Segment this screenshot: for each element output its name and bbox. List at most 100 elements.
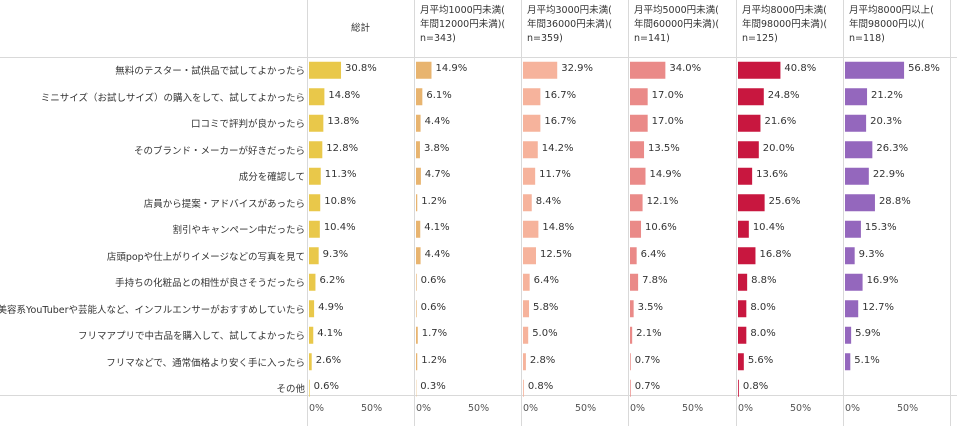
column-header-line: 年間98000円未満)(	[742, 18, 827, 32]
x-tick-label: 0%	[630, 403, 645, 414]
bar	[309, 194, 320, 211]
data-label: 17.0%	[652, 90, 684, 101]
data-label: 20.0%	[763, 143, 795, 154]
data-label: 14.8%	[542, 222, 574, 233]
column-header-line: n=343)	[420, 32, 505, 46]
data-label: 9.3%	[323, 249, 348, 260]
bar	[845, 62, 904, 79]
bar	[309, 327, 313, 344]
data-label: 0.8%	[528, 381, 553, 392]
bar	[309, 221, 320, 238]
bar	[309, 141, 322, 158]
bar	[309, 88, 324, 105]
data-label: 56.8%	[908, 63, 940, 74]
x-tick-label: 0%	[523, 403, 538, 414]
data-label: 21.2%	[871, 90, 903, 101]
data-label: 8.0%	[750, 302, 775, 313]
bar	[309, 115, 323, 132]
bar	[523, 247, 536, 264]
category-label: 口コミで評判が良かったら	[191, 116, 305, 130]
data-label: 13.6%	[756, 169, 788, 180]
data-label: 22.9%	[873, 169, 905, 180]
column-header: 月平均1000円未満(年間12000円未満)(n=343)	[420, 4, 505, 46]
bar	[416, 88, 422, 105]
bar	[738, 221, 749, 238]
bar	[416, 141, 420, 158]
data-label: 4.4%	[425, 249, 450, 260]
category-label: 成分を確認して	[239, 169, 305, 183]
data-label: 6.2%	[319, 275, 344, 286]
bar	[630, 221, 641, 238]
bar	[416, 221, 420, 238]
bar	[738, 380, 739, 397]
bar	[630, 141, 644, 158]
bar	[523, 221, 538, 238]
data-label: 4.7%	[425, 169, 450, 180]
data-label: 4.4%	[425, 116, 450, 127]
data-label: 12.1%	[647, 196, 679, 207]
bar	[845, 194, 875, 211]
data-label: 12.5%	[540, 249, 572, 260]
data-label: 11.3%	[325, 169, 357, 180]
data-label: 8.4%	[536, 196, 561, 207]
bar	[630, 168, 646, 185]
column-header-line: 総計	[307, 22, 414, 36]
data-label: 0.6%	[314, 381, 339, 392]
column-header: 総計	[307, 22, 414, 36]
column-header-line: 月平均1000円未満(	[420, 4, 505, 18]
data-label: 2.1%	[636, 328, 661, 339]
data-label: 10.4%	[324, 222, 356, 233]
bar	[845, 168, 869, 185]
column-header-line: 月平均8000円未満(	[742, 4, 827, 18]
column-header: 月平均8000円以上(年間98000円以)(n=118)	[849, 4, 934, 46]
column-header-line: 月平均8000円以上(	[849, 4, 934, 18]
data-label: 16.9%	[867, 275, 899, 286]
data-label: 4.1%	[424, 222, 449, 233]
data-label: 16.7%	[544, 116, 576, 127]
data-label: 4.9%	[318, 302, 343, 313]
x-tick-label: 50%	[897, 403, 918, 414]
data-label: 25.6%	[769, 196, 801, 207]
bar	[416, 274, 417, 291]
data-label: 5.6%	[748, 355, 773, 366]
bar	[738, 327, 746, 344]
bar	[630, 62, 665, 79]
bar	[523, 300, 529, 317]
bar	[309, 353, 312, 370]
bar	[738, 300, 746, 317]
data-label: 32.9%	[561, 63, 593, 74]
data-label: 17.0%	[652, 116, 684, 127]
data-label: 12.7%	[862, 302, 894, 313]
x-tick-label: 50%	[468, 403, 489, 414]
data-label: 14.8%	[328, 90, 360, 101]
bar	[630, 274, 638, 291]
data-label: 0.3%	[420, 381, 445, 392]
bar	[523, 88, 540, 105]
x-tick-label: 50%	[575, 403, 596, 414]
bar	[416, 327, 418, 344]
bar	[416, 62, 432, 79]
bar	[630, 380, 631, 397]
x-tick-label: 0%	[738, 403, 753, 414]
x-tick-label: 50%	[682, 403, 703, 414]
bar	[845, 221, 861, 238]
data-label: 1.7%	[422, 328, 447, 339]
bar	[738, 115, 760, 132]
column-header: 月平均3000円未満(年間36000円未満)(n=359)	[527, 4, 612, 46]
data-label: 34.0%	[669, 63, 701, 74]
data-label: 9.3%	[859, 249, 884, 260]
bar	[630, 327, 632, 344]
bar	[738, 247, 755, 264]
column-header: 月平均5000円未満(年間60000円未満)(n=141)	[634, 4, 719, 46]
data-label: 12.8%	[326, 143, 358, 154]
x-tick-label: 0%	[309, 403, 324, 414]
bar	[738, 274, 747, 291]
bar	[738, 141, 759, 158]
category-label: 店頭popや仕上がりイメージなどの写真を見て	[107, 249, 305, 263]
x-tick-label: 0%	[845, 403, 860, 414]
category-label: 無料のテスター・試供品で試してよかったら	[115, 63, 305, 77]
category-label: ミニサイズ（お試しサイズ）の購入をして、試してよかったら	[41, 90, 305, 104]
data-label: 0.7%	[635, 355, 660, 366]
category-label: 割引やキャンペーン中だったら	[172, 222, 305, 236]
x-tick-label: 50%	[790, 403, 811, 414]
